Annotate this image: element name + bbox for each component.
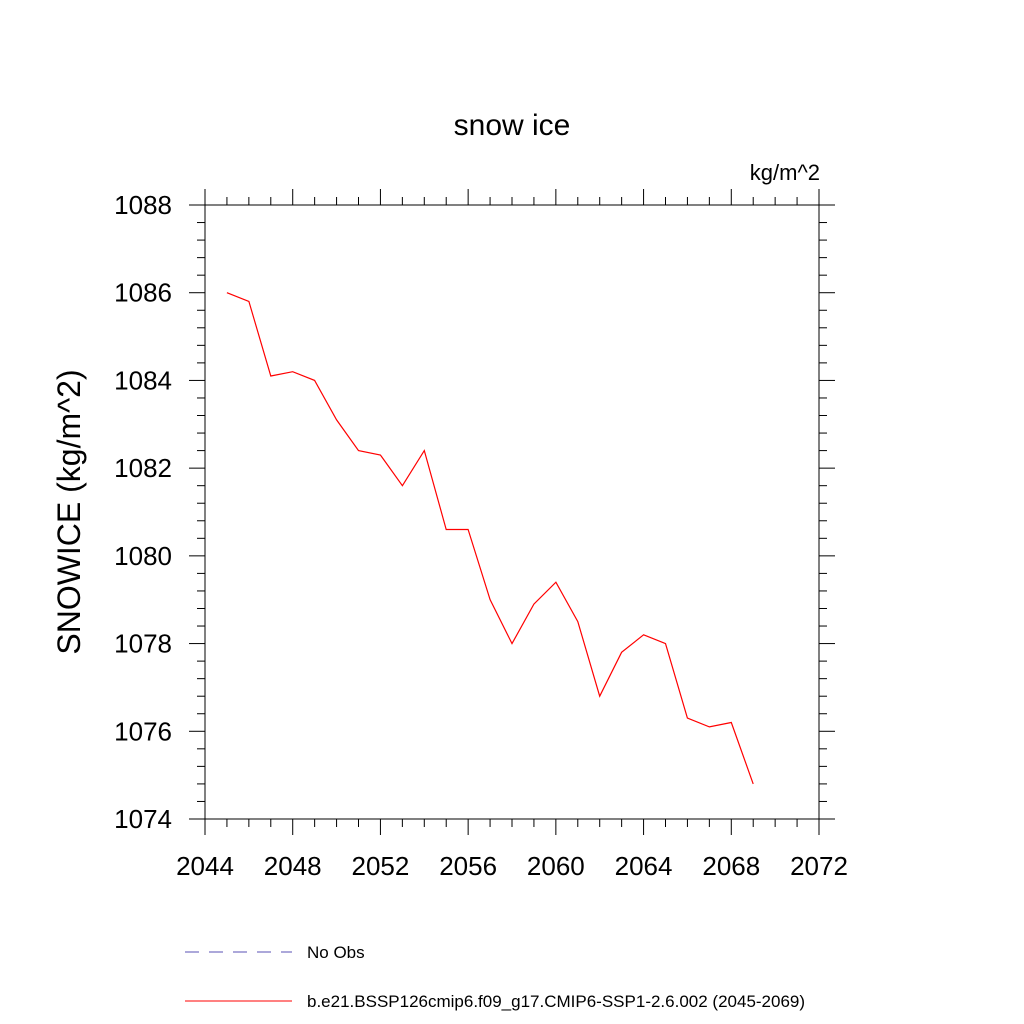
x-tick-label: 2064 bbox=[615, 851, 673, 881]
y-tick-label: 1074 bbox=[114, 804, 172, 834]
legend-label-0: No Obs bbox=[307, 943, 365, 962]
axis-tick-labels: 2044 2048 2052 2056 2060 2064 2068 2072 1074 1076… bbox=[114, 190, 848, 881]
x-tick-label: 2072 bbox=[790, 851, 848, 881]
y-axis-label: SNOWICE (kg/m^2) bbox=[51, 369, 87, 654]
legend: No Obs b.e21.BSSP126cmip6.f09_g17.CMIP6-S… bbox=[185, 943, 805, 1011]
x-tick-label: 2060 bbox=[527, 851, 585, 881]
x-tick-label: 2052 bbox=[352, 851, 410, 881]
legend-label-1: b.e21.BSSP126cmip6.f09_g17.CMIP6-SSP1-2.… bbox=[307, 992, 805, 1011]
axis-ticks bbox=[189, 189, 835, 835]
y-tick-label: 1080 bbox=[114, 541, 172, 571]
x-tick-label: 2048 bbox=[264, 851, 322, 881]
y-tick-label: 1088 bbox=[114, 190, 172, 220]
units-label: kg/m^2 bbox=[750, 160, 820, 185]
y-tick-label: 1084 bbox=[114, 365, 172, 395]
x-tick-label: 2056 bbox=[439, 851, 497, 881]
y-tick-label: 1076 bbox=[114, 716, 172, 746]
x-tick-label: 2044 bbox=[176, 851, 234, 881]
plot-frame bbox=[204, 204, 820, 820]
series-lines bbox=[226, 292, 754, 785]
x-tick-label: 2068 bbox=[702, 851, 760, 881]
series-line-1 bbox=[226, 292, 754, 785]
y-tick-label: 1086 bbox=[114, 278, 172, 308]
y-tick-label: 1082 bbox=[114, 453, 172, 483]
chart-title: snow ice bbox=[454, 109, 571, 142]
y-tick-label: 1078 bbox=[114, 629, 172, 659]
